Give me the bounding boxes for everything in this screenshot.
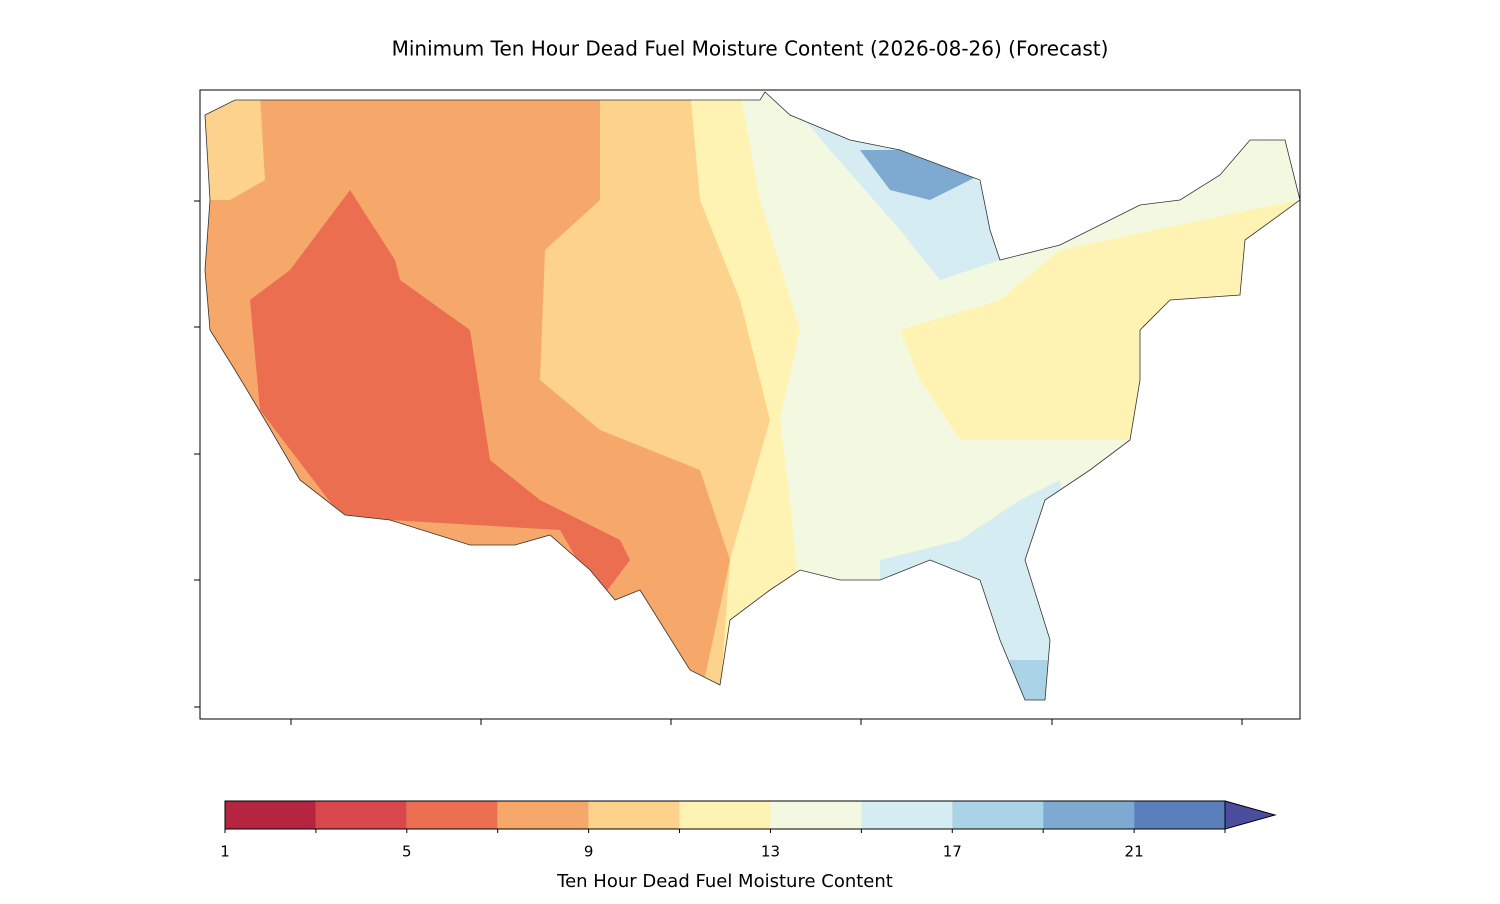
map-axes <box>194 89 1301 725</box>
colorbar-segment <box>770 801 862 829</box>
colorbar-tick-label: 21 <box>1125 843 1144 861</box>
colorbar-segment <box>952 801 1044 829</box>
colorbar-label: Ten Hour Dead Fuel Moisture Content <box>556 871 893 892</box>
colorbar-segment <box>406 801 498 829</box>
colorbar-segment <box>1043 801 1135 829</box>
us-outline <box>204 91 1301 701</box>
colorbar-tick-label: 1 <box>220 843 230 861</box>
colorbar-tick-label: 13 <box>761 843 780 861</box>
colorbar-segment <box>679 801 771 829</box>
colorbar-segment <box>315 801 407 829</box>
colorbar-frame <box>224 800 1225 830</box>
colorbar: 1 5 9 13 17 21 <box>220 800 1277 861</box>
colorbar-segment <box>1134 801 1225 829</box>
colorbar-segment <box>497 801 589 829</box>
colorbar-segment <box>588 801 680 829</box>
colorbar-segment <box>225 801 316 829</box>
colorbar-tick-label: 5 <box>402 843 412 861</box>
colorbar-segment <box>861 801 953 829</box>
colorbar-tick-label: 17 <box>943 843 962 861</box>
map-title: Minimum Ten Hour Dead Fuel Moisture Cont… <box>392 37 1109 61</box>
moisture-field <box>205 92 1300 700</box>
colorbar-tick-label: 9 <box>584 843 594 861</box>
colorbar-extension <box>1224 800 1277 830</box>
